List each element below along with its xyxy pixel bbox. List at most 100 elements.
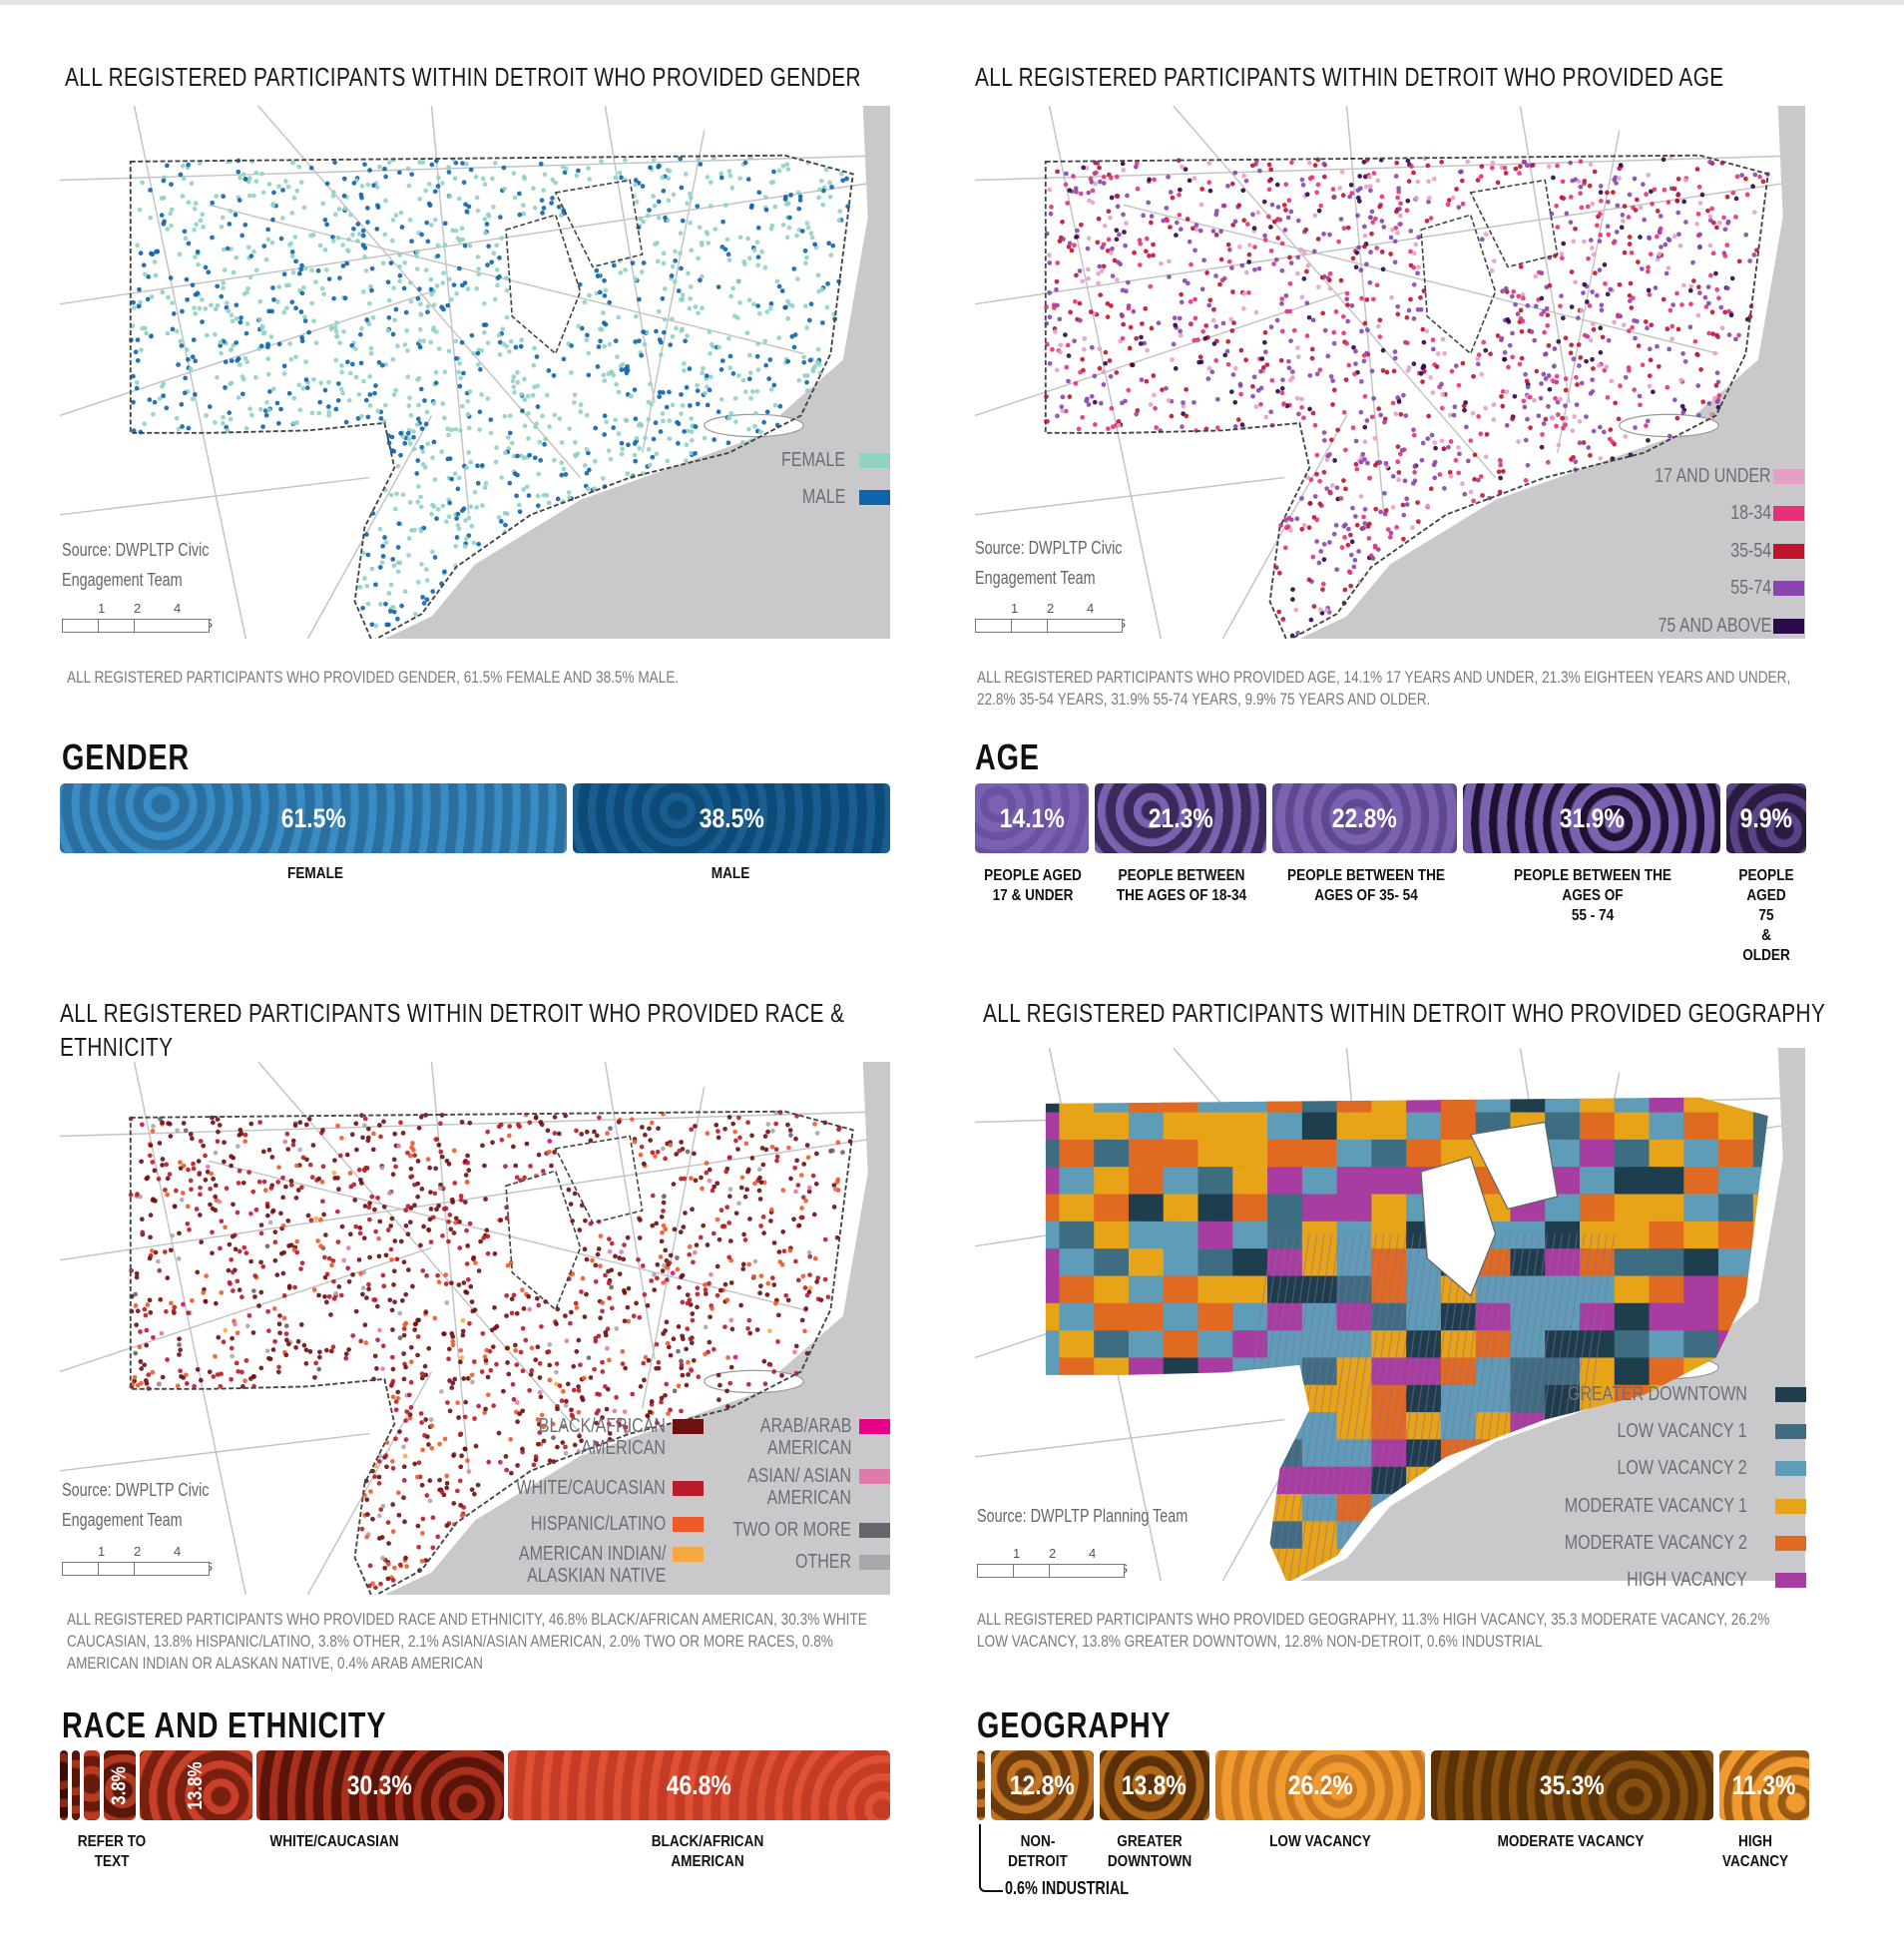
participant-dot [1702,294,1708,300]
participant-dot [1362,233,1368,239]
participant-dot [403,1418,408,1424]
participant-dot [1206,365,1212,371]
participant-dot [369,566,375,572]
participant-dot [497,339,503,345]
participant-dot [419,1371,425,1377]
participant-dot [1121,212,1126,218]
participant-dot [335,1123,340,1129]
participant-dot [632,1139,638,1145]
participant-dot [602,378,608,383]
participant-dot [499,236,504,241]
participant-dot [323,1347,329,1353]
participant-dot [484,1227,490,1233]
participant-dot [229,312,235,318]
participant-dot [689,450,695,456]
participant-dot [1228,316,1234,322]
participant-dot [350,1271,355,1277]
participant-dot [541,1424,547,1430]
participant-dot [359,184,365,189]
participant-dot [1468,438,1474,443]
participant-dot [742,389,748,394]
participant-dot [1712,350,1717,356]
participant-dot [679,297,685,302]
participant-dot [409,239,414,244]
participant-dot [408,298,414,304]
participant-dot [582,463,588,468]
participant-dot [1077,268,1083,273]
participant-dot [253,1207,259,1213]
participant-dot [392,1238,398,1243]
participant-dot [601,476,606,481]
participant-dot [808,301,814,307]
participant-dot [357,584,363,590]
participant-dot [1395,303,1401,309]
participant-dot [376,1480,382,1486]
participant-dot [1696,184,1702,190]
participant-dot [326,412,331,418]
participant-dot [580,1275,586,1281]
participant-dot [1063,182,1069,188]
vacancy-block [1094,1302,1131,1333]
participant-dot [1734,174,1740,180]
participant-dot [1515,311,1521,316]
participant-dot [385,1227,391,1232]
participant-dot [428,339,434,345]
participant-dot [668,342,674,347]
participant-dot [1333,309,1339,314]
participant-dot [185,296,191,302]
vacancy-block [1267,1139,1304,1171]
participant-dot [1080,278,1086,284]
participant-dot [147,1297,153,1303]
participant-dot [597,326,603,332]
participant-dot [1304,192,1310,198]
participant-dot [787,215,792,221]
participant-dot [463,518,468,524]
participant-dot [435,184,441,189]
legend-label-white-caucasian: WHITE/CAUCASIAN [516,1477,666,1499]
participant-dot [746,255,752,261]
participant-dot [640,1125,645,1130]
participant-dot [303,1361,309,1366]
participant-dot [661,250,667,256]
participant-dot [582,1246,588,1252]
participant-dot [352,1198,358,1203]
participant-dot [757,429,763,435]
participant-dot [676,421,682,427]
participant-dot [1321,557,1327,563]
participant-dot [440,280,446,285]
participant-dot [645,213,651,219]
participant-dot [679,1358,684,1364]
participant-dot [369,265,375,271]
participant-dot [260,424,265,430]
participant-dot [533,1357,539,1363]
participant-dot [1577,418,1583,424]
participant-dot [705,402,711,408]
participant-dot [531,362,537,368]
participant-dot [388,582,394,588]
participant-dot [1388,251,1393,256]
participant-dot [762,338,768,344]
participant-dot [186,241,192,246]
participant-dot [676,288,682,293]
participant-dot [1497,489,1503,495]
participant-dot [801,1162,807,1167]
participant-dot [1459,178,1465,184]
participant-dot [367,1563,373,1569]
participant-dot [650,454,656,460]
legend-swatch-hispanic-latino [673,1517,704,1532]
participant-dot [1330,378,1335,383]
participant-dot [477,427,482,432]
participant-dot [1588,337,1594,343]
participant-dot [1279,241,1285,246]
participant-dot [376,359,382,365]
participant-dot [294,1238,300,1244]
participant-dot [606,1421,612,1427]
participant-dot [751,1273,756,1279]
participant-dot [308,1217,314,1223]
participant-dot [397,1310,403,1316]
scale-tick-label: 2 [134,1544,142,1559]
participant-dot [449,1330,455,1336]
participant-dot [1631,295,1636,301]
participant-dot [446,1356,451,1362]
participant-dot [775,1339,780,1344]
